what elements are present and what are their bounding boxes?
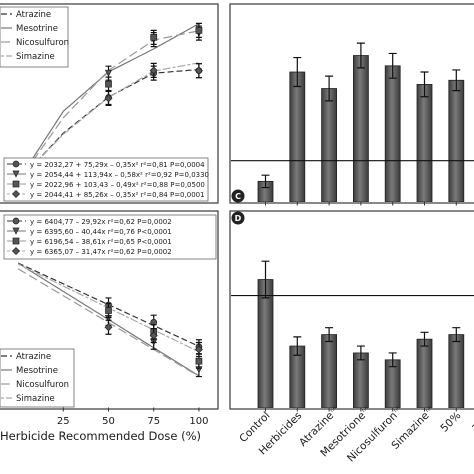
top-right-errorbar-mesotrione (356, 42, 365, 69)
bottom-right-category-label-50-: 50% (438, 410, 463, 435)
bottom-left-equation-marker-mesotrine (12, 227, 20, 235)
panel-top-right-frame (229, 3, 474, 204)
bottom-right-bar-mesotrione (352, 352, 369, 408)
top-right-errorbar-nicosulfuron (388, 52, 397, 79)
top-left-plot (17, 22, 203, 183)
top-left-point-simazine-0 (104, 94, 113, 103)
bottom-right-errorbar-nicosulfuron (388, 352, 397, 368)
bottom-right-errorbar-mesotrione (356, 345, 365, 361)
bottom-right-bar-control (257, 279, 274, 408)
bottom-left-equation-mesotrine: y = 6395,60 – 40,44x r²=0,76 P<0,0001 (30, 228, 172, 236)
top-right-errorbar-50- (452, 69, 461, 92)
top-left-equation-mesotrine: y = 2054,44 + 113,94x – 0,58x² r²=0,92 P… (30, 171, 209, 179)
bottom-left-point-simazine-0 (104, 323, 113, 332)
bottom-right-category-superscript-simazine: ns (425, 405, 434, 414)
top-left-point-nicosulfuron-2 (195, 27, 203, 34)
bottom-left-plot (17, 262, 203, 378)
top-right-errorbar-simazine (420, 71, 429, 98)
panel-label-d: D (231, 211, 245, 225)
bottom-left-legend-label-simazine: Simazine (16, 394, 55, 404)
top-left-point-simazine-1 (149, 66, 158, 75)
line-series-layer (17, 22, 203, 378)
bottom-left-equation-simazine: y = 6365,07 – 31,47x r²=0,62 P=0,0002 (30, 248, 172, 256)
top-right-bar-atrazine (321, 88, 338, 202)
top-left-equation-atrazine: y = 2032,27 + 75,29x – 0,35x² r²=0,81 P=… (30, 161, 205, 169)
top-left-point-mesotrine-0 (104, 69, 113, 77)
bottom-left-equation-atrazine: y = 6404,77 – 29,92x r²=0,62 P=0,0002 (30, 218, 172, 226)
top-right-errorbar-atrazine (325, 75, 334, 102)
top-right-bar-herbicides (289, 71, 306, 202)
top-right-errorbar-herbicides (293, 56, 302, 88)
top-left-point-nicosulfuron-1 (150, 34, 158, 41)
bottom-right-errorbar-50- (452, 327, 461, 343)
bottom-left-equation-marker-atrazine (12, 217, 20, 225)
top-left-equation-nicosulfuron: y = 2022,96 + 103,43 – 0,49x² r²=0,88 P=… (30, 181, 205, 189)
bottom-right-bar-atrazine (321, 334, 338, 408)
bottom-left-legend-label-atrazine: Atrazine (16, 352, 51, 362)
bottom-left-xtick-label-3: 100 (189, 416, 208, 427)
top-left-legend-label-simazine: Simazine (16, 52, 55, 62)
bottom-left-xtick-label-1: 50 (102, 416, 115, 427)
bottom-right-category-superscript-atrazine: ns (329, 405, 338, 414)
legend-layer: Atrazine Mesotrine Nicosulfuron Simazine y =… (0, 6, 217, 408)
bottom-left-xtick-label-0: 25 (57, 416, 70, 427)
top-left-equation-marker-simazine (12, 190, 20, 198)
bottom-left-point-simazine-2 (194, 345, 203, 354)
top-left-legend-label-atrazine: Atrazine (16, 10, 51, 20)
bottom-left-legend-box (0, 348, 75, 408)
top-right-bar-mesotrione (352, 55, 369, 202)
panel-top-left-frame (0, 3, 219, 204)
bottom-left-point-nicosulfuron-2 (195, 357, 203, 365)
bottom-left-equation-marker-simazine (12, 247, 20, 255)
bottom-left-equation-box (3, 214, 217, 260)
panel-label-c-text: C (235, 192, 241, 201)
top-left-equation-box (3, 157, 209, 202)
bottom-right-category-superscript-mesotrione: ns (361, 405, 370, 414)
bottom-left-equation-marker-nicosulfuron (12, 237, 20, 245)
top-left-equation-marker-atrazine (12, 160, 20, 168)
top-left-point-nicosulfuron-0 (105, 80, 112, 88)
bottom-right-errorbar-simazine (420, 331, 429, 347)
top-right-bar-50- (448, 79, 465, 202)
top-right-plot (231, 42, 474, 202)
top-right-bar-nicosulfuron (384, 65, 401, 202)
bottom-left-equation-nicosulfuron: y = 6196,54 – 38,61x r²=0,65 P<0,0001 (30, 238, 172, 246)
bottom-right-category-superscript-nicosulfuron: ns (393, 405, 402, 414)
bottom-left-legend-label-mesotrine: Mesotrine (16, 366, 58, 376)
bottom-right-errorbar-atrazine (325, 327, 334, 343)
top-left-legend-box (0, 6, 69, 68)
top-left-equation-marker-nicosulfuron (12, 180, 20, 188)
bottom-left-xtick-label-2: 75 (147, 416, 160, 427)
bottom-right-category-label-75-: 75% (470, 410, 474, 435)
top-left-line-atrazine (17, 68, 199, 182)
bottom-right-plot (231, 260, 474, 408)
panel-label-d-text: D (235, 214, 242, 223)
bottom-left-point-simazine-1 (149, 331, 158, 340)
top-left-point-simazine-2 (194, 66, 203, 75)
bottom-left-legend-label-nicosulfuron: Nicosulfuron (16, 380, 69, 390)
top-left-line-simazine (17, 62, 200, 182)
panel-label-c: C (231, 189, 245, 203)
top-left-equation-marker-mesotrine (12, 170, 20, 178)
bottom-left-point-nicosulfuron-0 (105, 307, 112, 314)
top-right-bar-simazine (416, 84, 433, 202)
bottom-right-bar-simazine (416, 338, 433, 408)
top-left-equation-simazine: y = 2044,41 + 85,26x – 0,35x² r²=0,84 P=… (30, 191, 205, 199)
bottom-right-errorbar-herbicides (293, 336, 302, 356)
bottom-right-errorbar-control (261, 260, 270, 299)
bar-series-layer (231, 42, 474, 408)
top-right-errorbar-control (261, 174, 270, 189)
panel-bottom-right-frame (229, 210, 474, 410)
top-left-legend-label-mesotrine: Mesotrine (16, 24, 58, 34)
x-axis-label: Herbicide Recommended Dose (%) (0, 429, 201, 443)
bottom-right-bar-50- (448, 334, 465, 408)
top-left-legend-label-nicosulfuron: Nicosulfuron (16, 38, 69, 48)
